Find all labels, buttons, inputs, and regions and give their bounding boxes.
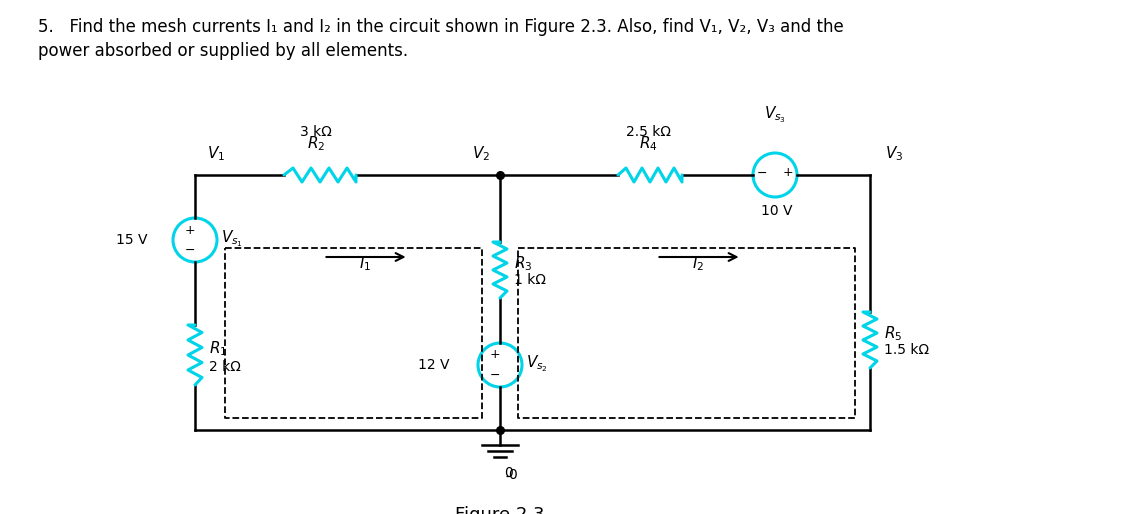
Text: $R_5$: $R_5$	[884, 325, 902, 343]
Text: $R_1$: $R_1$	[209, 340, 227, 358]
Text: −: −	[757, 167, 767, 179]
Text: $V_2$: $V_2$	[472, 144, 490, 163]
Text: 0: 0	[504, 466, 512, 480]
Text: +: +	[185, 224, 195, 236]
Text: $V_3$: $V_3$	[885, 144, 903, 163]
Text: $R_3$: $R_3$	[513, 254, 533, 273]
Text: power absorbed or supplied by all elements.: power absorbed or supplied by all elemen…	[38, 42, 408, 60]
Text: $V_{s_2}$: $V_{s_2}$	[526, 353, 548, 374]
Text: Figure 2.3: Figure 2.3	[455, 506, 545, 514]
Text: 2.5 kΩ: 2.5 kΩ	[626, 125, 670, 139]
Text: 10 V: 10 V	[761, 204, 793, 218]
Text: $I_2$: $I_2$	[692, 254, 705, 273]
Text: 12 V: 12 V	[419, 358, 450, 372]
Text: +: +	[490, 348, 500, 361]
Text: $R_2$: $R_2$	[307, 134, 325, 153]
Text: 2 kΩ: 2 kΩ	[209, 360, 241, 374]
Text: 1 kΩ: 1 kΩ	[513, 273, 546, 287]
Text: 3 kΩ: 3 kΩ	[300, 125, 332, 139]
Text: $V_{s_3}$: $V_{s_3}$	[763, 104, 786, 125]
Text: $\bar{}$0: $\bar{}$0	[506, 468, 518, 482]
Text: 15 V: 15 V	[116, 233, 148, 247]
Text: +: +	[783, 167, 794, 179]
Text: $V_{s_1}$: $V_{s_1}$	[221, 228, 243, 249]
Text: $I_1$: $I_1$	[359, 254, 372, 273]
Text: $R_4$: $R_4$	[638, 134, 658, 153]
Text: −: −	[490, 369, 500, 381]
Text: 1.5 kΩ: 1.5 kΩ	[884, 343, 929, 357]
Text: 5.   Find the mesh currents I₁ and I₂ in the circuit shown in Figure 2.3. Also, : 5. Find the mesh currents I₁ and I₂ in t…	[38, 18, 843, 36]
Text: −: −	[185, 244, 195, 256]
Text: $V_1$: $V_1$	[207, 144, 225, 163]
